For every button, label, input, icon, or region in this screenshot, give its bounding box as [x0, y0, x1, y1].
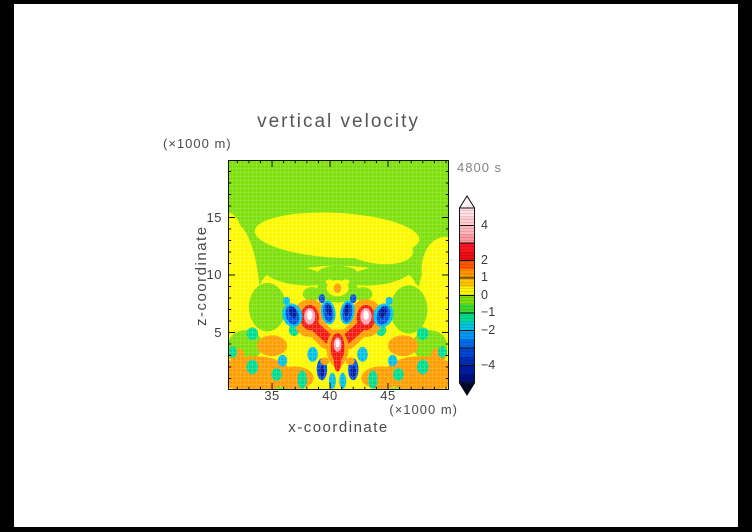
frame-bottom — [0, 527, 752, 532]
y-axis-unit-label: (×1000 m) — [163, 136, 232, 151]
colorbar — [458, 195, 476, 396]
chart-title: vertical velocity — [257, 111, 420, 132]
y-axis-title: z-coordinate — [193, 225, 210, 326]
colorbar-over-arrow — [458, 195, 476, 209]
frame-left — [0, 0, 14, 532]
colorbar-scale — [458, 195, 476, 396]
x-tick-label: 45 — [380, 388, 396, 403]
time-annotation: 4800 s — [457, 160, 503, 175]
x-tick-label: 35 — [264, 388, 280, 403]
x-tick-label: 40 — [322, 388, 338, 403]
contour-plot — [228, 160, 449, 390]
x-axis-unit-label: (×1000 m) — [389, 402, 458, 417]
axes-frame-and-ticks — [228, 160, 449, 390]
colorbar-under-arrow — [458, 382, 476, 396]
x-axis-title: x-coordinate — [288, 419, 389, 436]
field-texture — [228, 160, 449, 390]
frame-right — [738, 0, 752, 532]
frame-top — [0, 0, 752, 4]
